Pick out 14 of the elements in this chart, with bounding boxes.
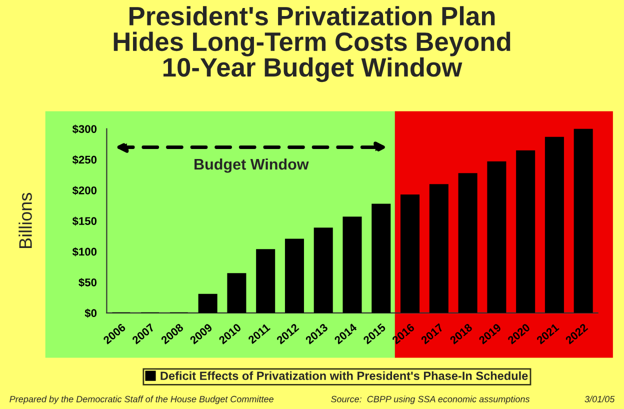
y-tick-label: $0	[84, 308, 97, 318]
text: Prepared by the Democratic Staff of the House Budget Committee	[10, 396, 274, 404]
band-label: Budget Window	[194, 158, 309, 173]
y-tick-label: $200	[72, 186, 97, 196]
chart-title: President's Privatization Plan Hides Long-Term Costs Beyond 10-Year Budget Window	[114, 6, 510, 82]
text: 3/01/05	[584, 396, 615, 402]
y-axis-title: Billions	[18, 192, 32, 248]
legend-label: Deficit Effects of Privatization with President's Phase-In Schedule	[160, 371, 528, 380]
y-tick-label: $250	[72, 155, 97, 164]
y-tick-label: $300	[72, 124, 97, 134]
y-tick-label: $50	[78, 278, 97, 288]
y-tick-label: $150	[72, 216, 97, 226]
y-tick-label: $100	[72, 247, 97, 256]
source-note: Source: CBPP using SSA economic assumptions	[330, 396, 530, 404]
